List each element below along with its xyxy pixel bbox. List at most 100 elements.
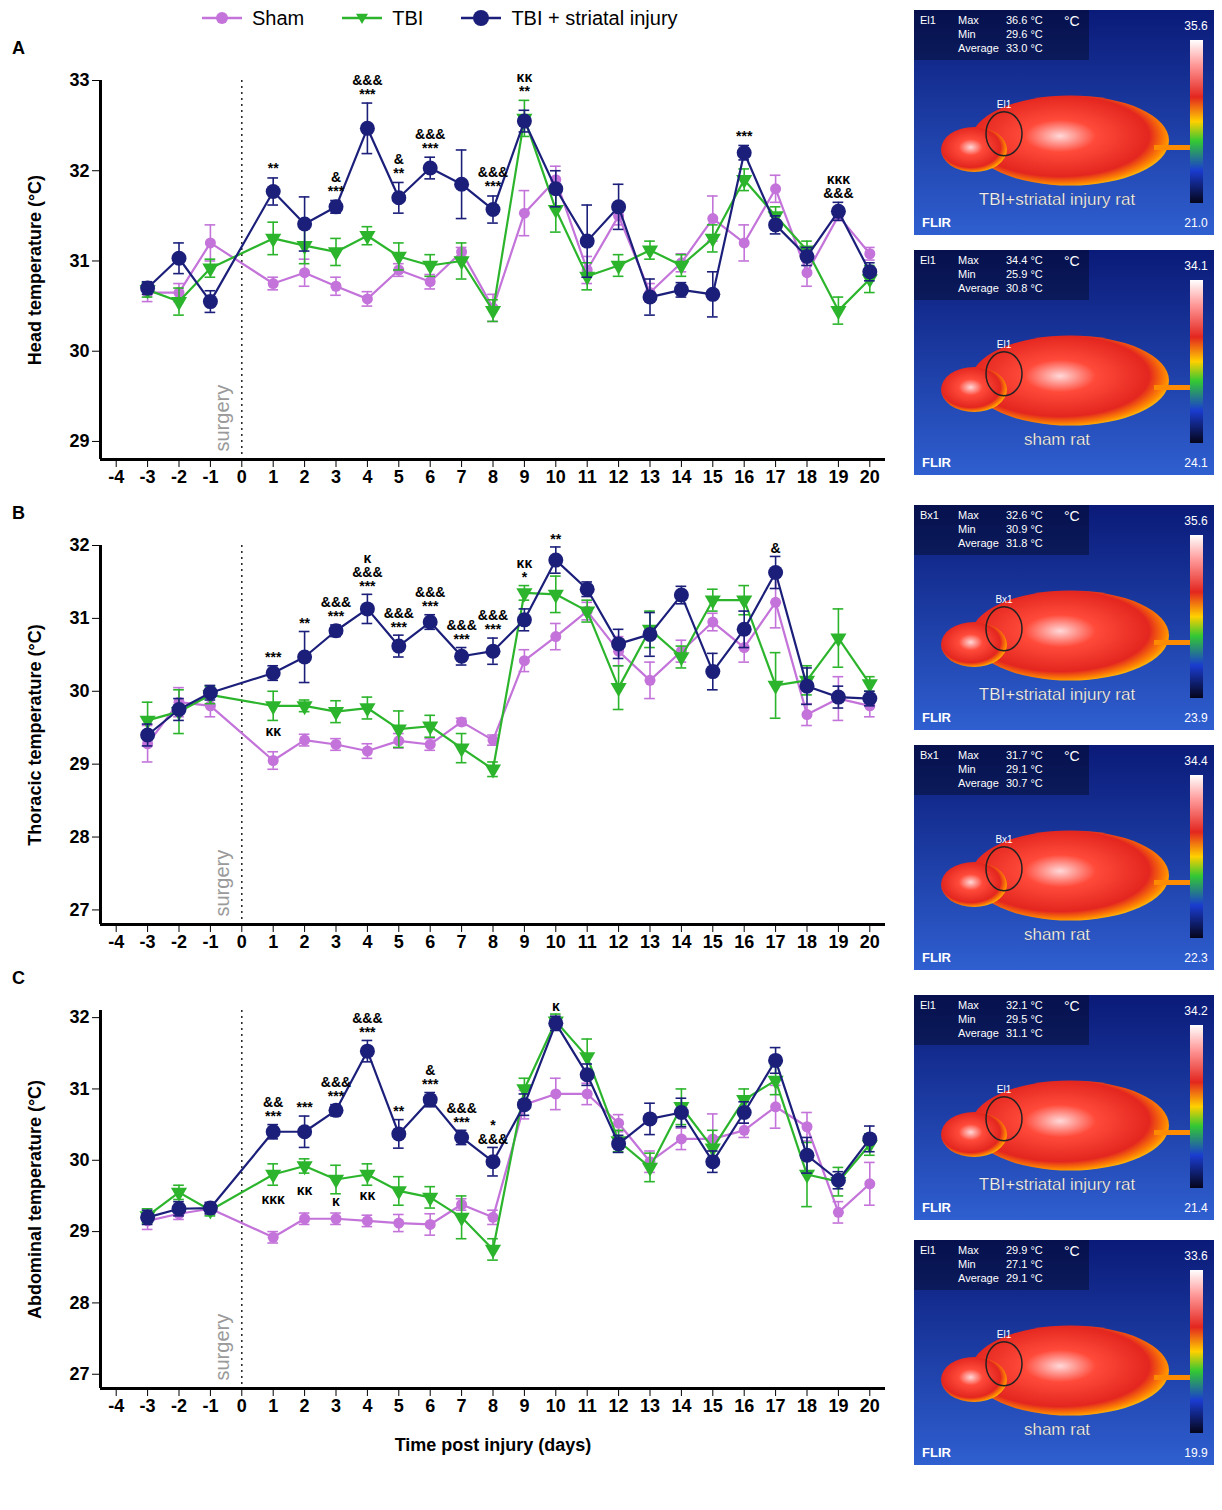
svg-text:Min: Min: [958, 28, 976, 40]
svg-text:***: ***: [265, 649, 282, 665]
svg-text:&&&***: &&&***: [352, 1010, 382, 1040]
svg-text:El1: El1: [997, 1084, 1012, 1095]
svg-text:18: 18: [797, 932, 817, 952]
svg-text:7: 7: [457, 467, 467, 487]
svg-text:κ&&&***: κ&&&***: [352, 550, 382, 594]
svg-text:29: 29: [69, 431, 89, 451]
svg-text:8: 8: [488, 932, 498, 952]
svg-text:28: 28: [69, 827, 89, 847]
svg-text:35.6: 35.6: [1184, 514, 1208, 528]
svg-text:1: 1: [268, 932, 278, 952]
svg-text:2: 2: [300, 467, 310, 487]
svg-text:21.4: 21.4: [1184, 1201, 1208, 1215]
svg-text:surgery: surgery: [211, 850, 233, 917]
svg-text:El1: El1: [920, 14, 936, 26]
svg-text:***: ***: [296, 1099, 313, 1115]
svg-text:11: 11: [578, 1396, 597, 1416]
svg-text:1: 1: [268, 1396, 278, 1416]
svg-text:Thoracic temperature (°C): Thoracic temperature (°C): [25, 624, 45, 845]
svg-text:FLIR: FLIR: [922, 1445, 951, 1460]
svg-text:1: 1: [268, 467, 278, 487]
svg-text:20: 20: [860, 1396, 880, 1416]
svg-text:**: **: [299, 615, 310, 631]
svg-text:El1: El1: [997, 99, 1012, 110]
svg-text:&&&***: &&&***: [352, 72, 382, 102]
svg-text:33: 33: [69, 70, 89, 90]
svg-text:El1: El1: [920, 1244, 936, 1256]
svg-text:3: 3: [331, 932, 341, 952]
svg-text:4: 4: [362, 932, 372, 952]
svg-text:El1: El1: [997, 339, 1012, 350]
svg-text:FLIR: FLIR: [922, 215, 951, 230]
svg-text:14: 14: [671, 467, 691, 487]
svg-text:2: 2: [300, 932, 310, 952]
svg-text:Average: Average: [958, 1272, 999, 1284]
svg-text:Average: Average: [958, 282, 999, 294]
svg-text:surgery: surgery: [211, 1314, 233, 1381]
svg-text:25.9 °C: 25.9 °C: [1006, 268, 1043, 280]
svg-text:0: 0: [237, 932, 247, 952]
svg-text:Max: Max: [958, 999, 979, 1011]
svg-text:FLIR: FLIR: [922, 710, 951, 725]
svg-text:28: 28: [69, 1293, 89, 1313]
svg-text:17: 17: [766, 932, 786, 952]
svg-text:Min: Min: [958, 523, 976, 535]
svg-text:13: 13: [640, 932, 660, 952]
svg-text:FLIR: FLIR: [922, 455, 951, 470]
svg-text:-4: -4: [108, 1396, 124, 1416]
svg-text:15: 15: [703, 467, 723, 487]
svg-text:33.6: 33.6: [1184, 1249, 1208, 1263]
svg-text:κκ*: κκ*: [517, 555, 533, 585]
svg-text:TBI+striatal injury rat: TBI+striatal injury rat: [979, 685, 1136, 704]
svg-text:°C: °C: [1064, 253, 1080, 269]
svg-text:34.2: 34.2: [1184, 1004, 1208, 1018]
svg-text:10: 10: [546, 1396, 566, 1416]
svg-text:0: 0: [237, 1396, 247, 1416]
svg-text:29.1 °C: 29.1 °C: [1006, 763, 1043, 775]
svg-text:13: 13: [640, 467, 660, 487]
svg-text:16: 16: [734, 932, 754, 952]
svg-text:°C: °C: [1064, 13, 1080, 29]
svg-text:29.6 °C: 29.6 °C: [1006, 28, 1043, 40]
svg-text:Min: Min: [958, 1258, 976, 1270]
svg-text:5: 5: [394, 932, 404, 952]
svg-text:&&&***: &&&***: [478, 164, 508, 194]
svg-text:&&&***: &&&***: [384, 605, 414, 635]
svg-text:9: 9: [519, 1396, 529, 1416]
svg-text:sham rat: sham rat: [1024, 925, 1090, 944]
svg-text:0: 0: [237, 467, 247, 487]
svg-text:7: 7: [457, 1396, 467, 1416]
svg-text:31.1 °C: 31.1 °C: [1006, 1027, 1043, 1039]
svg-text:κκ**: κκ**: [517, 69, 533, 99]
svg-text:19: 19: [828, 1396, 848, 1416]
svg-text:&&&***: &&&***: [415, 584, 445, 614]
svg-text:κκ: κκ: [297, 1182, 313, 1198]
svg-text:Min: Min: [958, 763, 976, 775]
svg-text:34.4: 34.4: [1184, 754, 1208, 768]
svg-text:12: 12: [609, 467, 629, 487]
svg-text:16: 16: [734, 1396, 754, 1416]
svg-text:27.1 °C: 27.1 °C: [1006, 1258, 1043, 1270]
svg-text:°C: °C: [1064, 508, 1080, 524]
svg-text:κκ: κκ: [360, 1187, 376, 1203]
svg-text:surgery: surgery: [211, 385, 233, 452]
svg-text:32.6 °C: 32.6 °C: [1006, 509, 1043, 521]
svg-text:&&***: &&***: [263, 1094, 283, 1124]
svg-text:29.1 °C: 29.1 °C: [1006, 1272, 1043, 1284]
svg-text:Bx1: Bx1: [995, 834, 1013, 845]
svg-text:-2: -2: [171, 1396, 187, 1416]
svg-text:&***: &***: [328, 169, 345, 199]
svg-text:27: 27: [69, 1364, 89, 1384]
svg-text:32.1 °C: 32.1 °C: [1006, 999, 1043, 1011]
svg-text:-1: -1: [202, 1396, 218, 1416]
svg-text:31: 31: [69, 608, 89, 628]
svg-text:6: 6: [425, 1396, 435, 1416]
svg-text:Average: Average: [958, 42, 999, 54]
svg-text:El1: El1: [920, 999, 936, 1011]
svg-text:16: 16: [734, 467, 754, 487]
svg-text:Average: Average: [958, 537, 999, 549]
svg-text:17: 17: [766, 467, 786, 487]
svg-text:29: 29: [69, 1221, 89, 1241]
svg-text:El1: El1: [997, 1329, 1012, 1340]
svg-text:-1: -1: [202, 467, 218, 487]
